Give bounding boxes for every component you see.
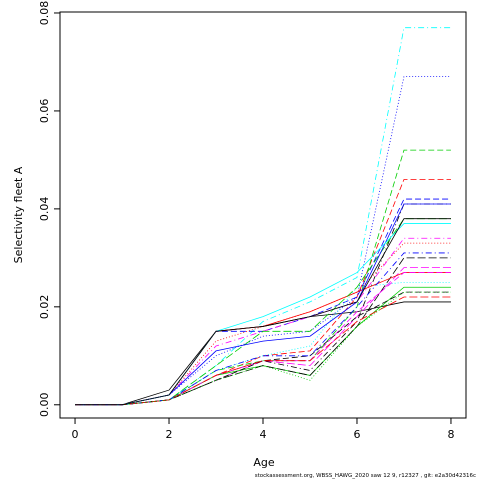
y-tick-label: 0.06 bbox=[38, 99, 51, 124]
x-tick-label: 0 bbox=[72, 428, 79, 441]
series-line bbox=[75, 203, 451, 406]
series-line bbox=[75, 272, 451, 406]
series-line bbox=[75, 218, 451, 406]
x-tick-label: 8 bbox=[447, 428, 454, 441]
series-line bbox=[75, 272, 451, 406]
series-line bbox=[75, 76, 451, 406]
x-tick-label: 2 bbox=[166, 428, 173, 441]
y-tick-label: 0.08 bbox=[38, 1, 51, 26]
plot-frame bbox=[59, 11, 467, 419]
series-line bbox=[75, 286, 451, 406]
series-line bbox=[75, 179, 451, 406]
series-line bbox=[75, 296, 451, 406]
series-line bbox=[75, 291, 451, 406]
y-tick-label: 0.00 bbox=[38, 393, 51, 418]
footnote: stockassessment.org, WBSS_HAWG_2020 saw … bbox=[255, 473, 476, 479]
series-line bbox=[75, 252, 451, 406]
series-line bbox=[75, 281, 451, 406]
series-line bbox=[75, 223, 451, 406]
series-line bbox=[75, 301, 451, 406]
series-line bbox=[75, 242, 451, 406]
x-tick-label: 6 bbox=[353, 428, 360, 441]
series-line bbox=[75, 149, 451, 406]
x-tick-label: 4 bbox=[260, 428, 267, 441]
series-line bbox=[75, 203, 451, 406]
y-tick-label: 0.02 bbox=[38, 295, 51, 320]
series-line bbox=[75, 27, 451, 406]
y-tick-label: 0.04 bbox=[38, 197, 51, 222]
y-axis-label: Selectivity fleet A bbox=[12, 166, 25, 263]
series-line bbox=[75, 218, 451, 406]
x-axis-label: Age bbox=[253, 456, 275, 469]
series-line bbox=[75, 291, 451, 406]
